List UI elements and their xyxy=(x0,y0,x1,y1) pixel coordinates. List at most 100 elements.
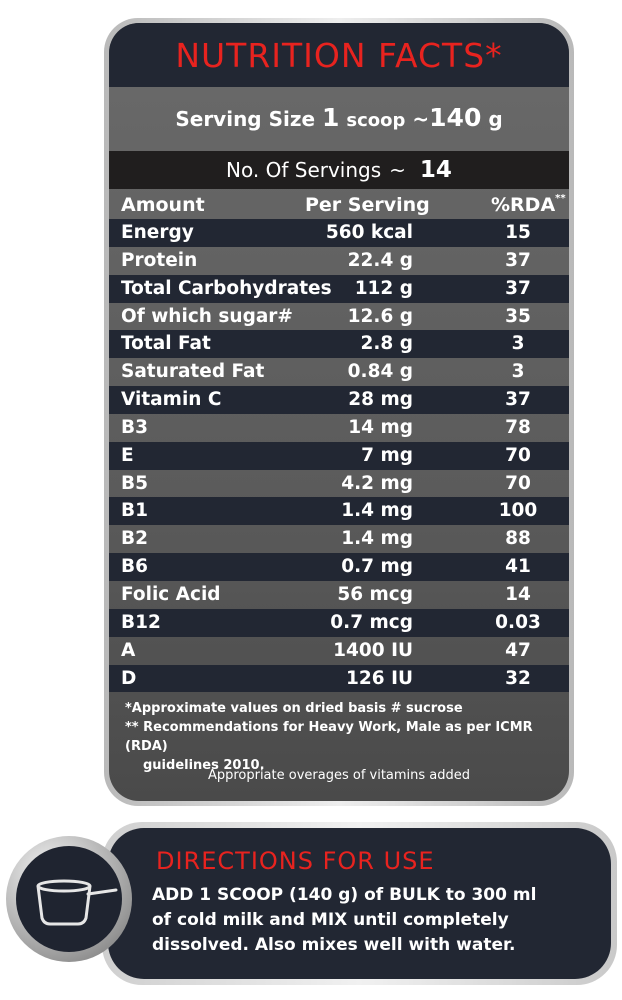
serving-size-qty: 1 xyxy=(322,103,340,132)
nutrient-row: E 7 mg 70 xyxy=(109,441,569,470)
nutrition-title: NUTRITION FACTS* xyxy=(175,35,503,75)
directions-text: ADD 1 SCOOP (140 g) of BULK to 300 ml of… xyxy=(152,883,536,958)
serving-size-unit: scoop xyxy=(346,110,406,131)
footnotes: *Approximate values on dried basis # suc… xyxy=(125,699,559,775)
nutrient-row: Vitamin C 28 mg 37 xyxy=(109,386,569,414)
footnote-2-line-1: ** Recommendations for Heavy Work, Male … xyxy=(125,720,533,754)
nutrient-name: Total Carbohydrates xyxy=(121,277,332,299)
nutrient-rda: 47 xyxy=(505,639,531,661)
nutrient-qty: 112 g xyxy=(354,277,413,299)
nutrient-qty: 560 kcal xyxy=(325,222,413,243)
nutrition-facts-panel: NUTRITION FACTS* Serving Size 1 scoop ~1… xyxy=(104,18,574,806)
serving-size-approx: ~ xyxy=(412,107,430,131)
nutrient-row: B3 14 mg 78 xyxy=(109,414,569,442)
nutrient-row: B1 1.4 mg 100 xyxy=(109,497,569,526)
directions-line-3: dissolved. Also mixes well with water. xyxy=(152,935,516,955)
nutrient-rda: 3 xyxy=(511,333,525,355)
nutrient-qty: 0.84 g xyxy=(347,361,413,383)
footnote-2-line-2: guidelines 2010. xyxy=(143,758,265,773)
nutrient-qty: 126 IU xyxy=(346,667,413,689)
nutrient-name: Total Fat xyxy=(121,333,211,355)
title-bar: NUTRITION FACTS* xyxy=(109,23,569,87)
nutrient-row: B12 0.7 mcg 0.03 xyxy=(109,608,569,637)
nutrient-rda: 0.03 xyxy=(495,611,541,633)
nutrient-qty: 1.4 mg xyxy=(341,500,413,522)
nutrient-rda: 37 xyxy=(505,389,531,411)
nutrient-rda: 3 xyxy=(511,361,525,383)
nutrient-name: E xyxy=(121,444,134,466)
nutrient-qty: 14 mg xyxy=(348,416,413,438)
servings-value: 14 xyxy=(419,157,452,183)
nutrient-row: A 1400 IU 47 xyxy=(109,637,569,665)
serving-size-weight: 140 xyxy=(429,103,482,132)
nutrient-name: Energy xyxy=(121,222,194,243)
nutrient-qty: 4.2 mg xyxy=(341,472,413,494)
nutrient-name: Folic Acid xyxy=(121,583,221,605)
nutrient-rda: 37 xyxy=(505,249,531,271)
directions-body: DIRECTIONS FOR USE ADD 1 SCOOP (140 g) o… xyxy=(108,828,611,979)
nutrient-name: Of which sugar# xyxy=(121,305,293,327)
nutrient-row: Folic Acid 56 mcg 14 xyxy=(109,581,569,609)
nutrient-rda: 88 xyxy=(505,528,531,550)
nutrient-name: B2 xyxy=(121,528,148,550)
nutrient-qty: 22.4 g xyxy=(347,249,413,271)
nutrient-name: Vitamin C xyxy=(121,389,222,411)
nutrient-row: Of which sugar# 12.6 g 35 xyxy=(109,303,569,331)
servings-approx: ~ xyxy=(389,158,406,182)
nutrient-row: B6 0.7 mg 41 xyxy=(109,553,569,581)
nutrient-row: B5 4.2 mg 70 xyxy=(109,470,569,498)
nutrient-row: Saturated Fat 0.84 g 3 xyxy=(109,358,569,386)
nutrient-rda: 15 xyxy=(505,222,531,243)
header-rda-mark: ** xyxy=(555,193,566,204)
nutrient-qty: 1400 IU xyxy=(333,639,413,661)
nutrient-qty: 7 mg xyxy=(361,444,413,466)
nutrient-rda: 41 xyxy=(505,556,531,578)
directions-panel: DIRECTIONS FOR USE ADD 1 SCOOP (140 g) o… xyxy=(102,822,617,985)
directions-title: DIRECTIONS FOR USE xyxy=(156,847,435,875)
nutrient-name: A xyxy=(121,639,136,661)
nutrient-name: B6 xyxy=(121,556,148,578)
nutrient-name: Protein xyxy=(121,249,198,271)
scoop-icon xyxy=(16,846,122,952)
nutrient-name: D xyxy=(121,667,137,689)
nutrient-rda: 37 xyxy=(505,277,531,299)
nutrient-rda: 100 xyxy=(498,500,538,522)
serving-size-label: Serving Size xyxy=(175,107,316,131)
serving-size: Serving Size 1 scoop ~140 g xyxy=(109,103,569,132)
nutrient-row: Total Fat 2.8 g 3 xyxy=(109,330,569,359)
nutrient-qty: 28 mg xyxy=(348,389,413,411)
nutrient-name: B1 xyxy=(121,500,148,522)
nutrient-qty: 56 mcg xyxy=(337,583,413,605)
nutrient-qty: 0.7 mg xyxy=(341,556,413,578)
serving-size-weight-unit: g xyxy=(488,107,503,131)
nutrient-qty: 2.8 g xyxy=(360,333,413,355)
servings-bar: No. Of Servings ~ 14 xyxy=(109,151,569,189)
directions-line-1: ADD 1 SCOOP (140 g) of BULK to 300 ml xyxy=(152,885,537,905)
scoop-badge xyxy=(6,836,132,962)
header-rda-label: %RDA xyxy=(491,194,556,216)
nutrient-rda: 32 xyxy=(505,667,531,689)
overages-note: Appropriate overages of vitamins added xyxy=(207,768,471,783)
header-rda: %RDA** xyxy=(491,192,566,219)
nutrient-table: Energy 560 kcal 15 Protein 22.4 g 37 Total Car… xyxy=(109,219,569,693)
nutrient-row: B2 1.4 mg 88 xyxy=(109,525,569,553)
nutrition-facts-body: NUTRITION FACTS* Serving Size 1 scoop ~1… xyxy=(109,23,569,801)
servings-label: No. Of Servings xyxy=(226,158,382,182)
nutrient-qty: 1.4 mg xyxy=(341,528,413,550)
directions-line-2: of cold milk and MIX until completely xyxy=(152,910,509,930)
nutrient-name: B12 xyxy=(121,611,161,633)
nutrient-row: Energy 560 kcal 15 xyxy=(109,219,569,247)
nutrient-rda: 70 xyxy=(505,444,531,466)
nutrient-rda: 78 xyxy=(505,416,531,438)
nutrient-qty: 12.6 g xyxy=(347,305,413,327)
header-amount: Amount xyxy=(121,194,205,216)
nutrient-name: Saturated Fat xyxy=(121,361,265,383)
nutrient-qty: 0.7 mcg xyxy=(330,611,413,633)
header-per-serving: Per Serving xyxy=(305,194,430,216)
nutrient-name: B5 xyxy=(121,472,148,494)
nutrient-rda: 70 xyxy=(505,472,531,494)
nutrient-row: D 126 IU 32 xyxy=(109,664,569,693)
footnote-1: *Approximate values on dried basis # suc… xyxy=(125,701,463,716)
nutrient-row: Protein 22.4 g 37 xyxy=(109,247,569,275)
nutrient-name: B3 xyxy=(121,416,148,438)
